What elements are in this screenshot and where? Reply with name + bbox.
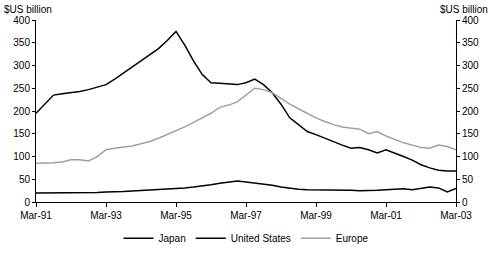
svg-text:0: 0	[462, 197, 468, 208]
svg-text:100: 100	[13, 151, 30, 162]
svg-text:Mar-97: Mar-97	[230, 210, 262, 221]
svg-text:Mar-95: Mar-95	[160, 210, 192, 221]
svg-text:100: 100	[462, 151, 479, 162]
svg-text:400: 400	[462, 15, 479, 26]
svg-text:400: 400	[13, 15, 30, 26]
svg-text:350: 350	[13, 37, 30, 48]
svg-text:0: 0	[24, 197, 30, 208]
svg-text:150: 150	[13, 128, 30, 139]
svg-text:200: 200	[13, 106, 30, 117]
svg-text:Mar-99: Mar-99	[300, 210, 332, 221]
svg-text:Japan: Japan	[159, 233, 186, 244]
svg-text:300: 300	[462, 60, 479, 71]
svg-text:Mar-01: Mar-01	[370, 210, 402, 221]
svg-text:United States: United States	[231, 233, 291, 244]
svg-text:50: 50	[462, 174, 474, 185]
svg-text:250: 250	[462, 83, 479, 94]
svg-text:Europe: Europe	[336, 233, 369, 244]
svg-text:Mar-03: Mar-03	[440, 210, 472, 221]
svg-text:Mar-93: Mar-93	[90, 210, 122, 221]
svg-text:200: 200	[462, 106, 479, 117]
svg-text:300: 300	[13, 60, 30, 71]
svg-text:250: 250	[13, 83, 30, 94]
svg-text:350: 350	[462, 37, 479, 48]
svg-text:$US billion: $US billion	[440, 4, 488, 15]
svg-text:50: 50	[19, 174, 31, 185]
svg-text:Mar-91: Mar-91	[20, 210, 52, 221]
svg-text:150: 150	[462, 128, 479, 139]
svg-text:$US billion: $US billion	[4, 4, 52, 15]
